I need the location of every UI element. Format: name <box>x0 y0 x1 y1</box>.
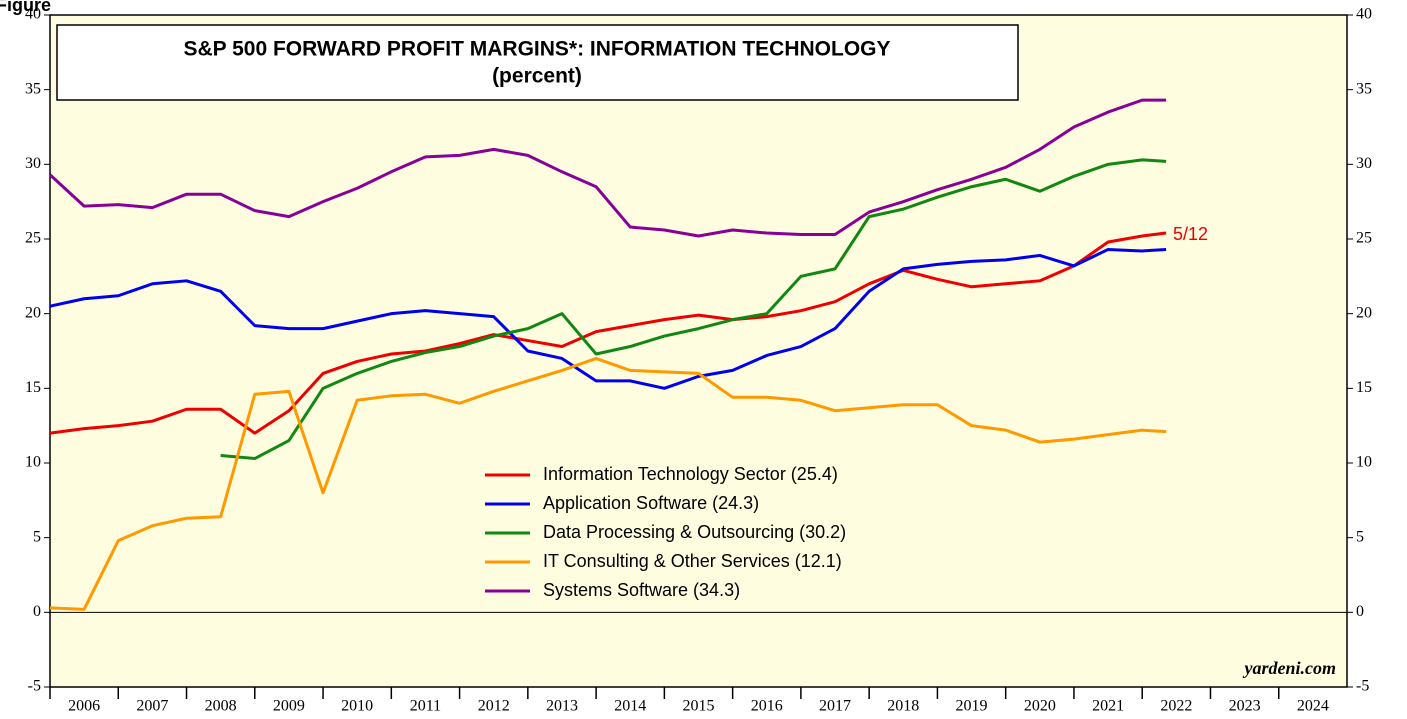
y2-tick-label: 0 <box>1356 603 1364 620</box>
y-tick-label: 10 <box>25 454 41 471</box>
x-tick-label: 2012 <box>478 698 510 715</box>
y2-tick-label: 10 <box>1356 454 1372 471</box>
x-tick-label: 2024 <box>1297 698 1329 715</box>
y2-tick-label: 5 <box>1356 528 1364 545</box>
y2-tick-label: 20 <box>1356 304 1372 321</box>
date-annotation: 5/12 <box>1173 224 1208 244</box>
x-tick-label: 2006 <box>68 698 100 715</box>
chart-title: S&P 500 FORWARD PROFIT MARGINS*: INFORMA… <box>183 38 890 61</box>
y-tick-label: 35 <box>25 80 41 97</box>
x-tick-label: 2022 <box>1160 698 1192 715</box>
x-tick-label: 2016 <box>751 698 783 715</box>
chart-subtitle: (percent) <box>492 65 582 88</box>
series-line <box>220 158 1167 461</box>
title-box <box>56 24 1019 101</box>
y2-tick-label: 15 <box>1356 379 1372 396</box>
y2-tick-label: -5 <box>1356 678 1369 695</box>
legend-label: IT Consulting & Other Services (12.1) <box>543 551 842 571</box>
legend-label: Data Processing & Outsourcing (30.2) <box>543 522 846 542</box>
x-tick-label: 2017 <box>819 698 851 715</box>
series-line <box>49 247 1167 390</box>
y2-tick-label: 30 <box>1356 155 1372 172</box>
y-tick-label: -5 <box>28 678 41 695</box>
y2-tick-label: 35 <box>1356 80 1372 97</box>
legend-label: Systems Software (34.3) <box>543 580 740 600</box>
x-tick-label: 2023 <box>1229 698 1261 715</box>
x-tick-label: 2010 <box>341 698 373 715</box>
series-line <box>48 98 1167 238</box>
x-tick-label: 2013 <box>546 698 578 715</box>
y-tick-label: 0 <box>33 603 41 620</box>
x-tick-label: 2011 <box>410 698 441 715</box>
legend-label: Information Technology Sector (25.4) <box>543 464 838 484</box>
y2-tick-label: 40 <box>1356 6 1372 23</box>
x-tick-label: 2014 <box>614 698 646 715</box>
y-tick-label: 5 <box>33 528 41 545</box>
x-tick-label: 2009 <box>273 698 305 715</box>
x-tick-label: 2021 <box>1092 698 1124 715</box>
y-tick-label: 25 <box>25 230 41 247</box>
x-tick-label: 2019 <box>956 698 988 715</box>
series-line <box>49 231 1167 435</box>
y-tick-label: 30 <box>25 155 41 172</box>
x-tick-label: 2020 <box>1024 698 1056 715</box>
x-tick-label: 2018 <box>887 698 919 715</box>
series-line <box>49 356 1167 611</box>
y-tick-label: 15 <box>25 379 41 396</box>
x-tick-label: 2007 <box>136 698 168 715</box>
x-tick-label: 2015 <box>683 698 715 715</box>
figure-label: Figure <box>0 0 51 15</box>
legend-label: Application Software (24.3) <box>543 493 759 513</box>
plot-area <box>49 14 1348 688</box>
y-tick-label: 20 <box>25 304 41 321</box>
x-tick-label: 2008 <box>205 698 237 715</box>
y2-tick-label: 25 <box>1356 230 1372 247</box>
y-tick-label: 40 <box>25 6 41 23</box>
source-annotation: yardeni.com <box>1243 658 1337 678</box>
